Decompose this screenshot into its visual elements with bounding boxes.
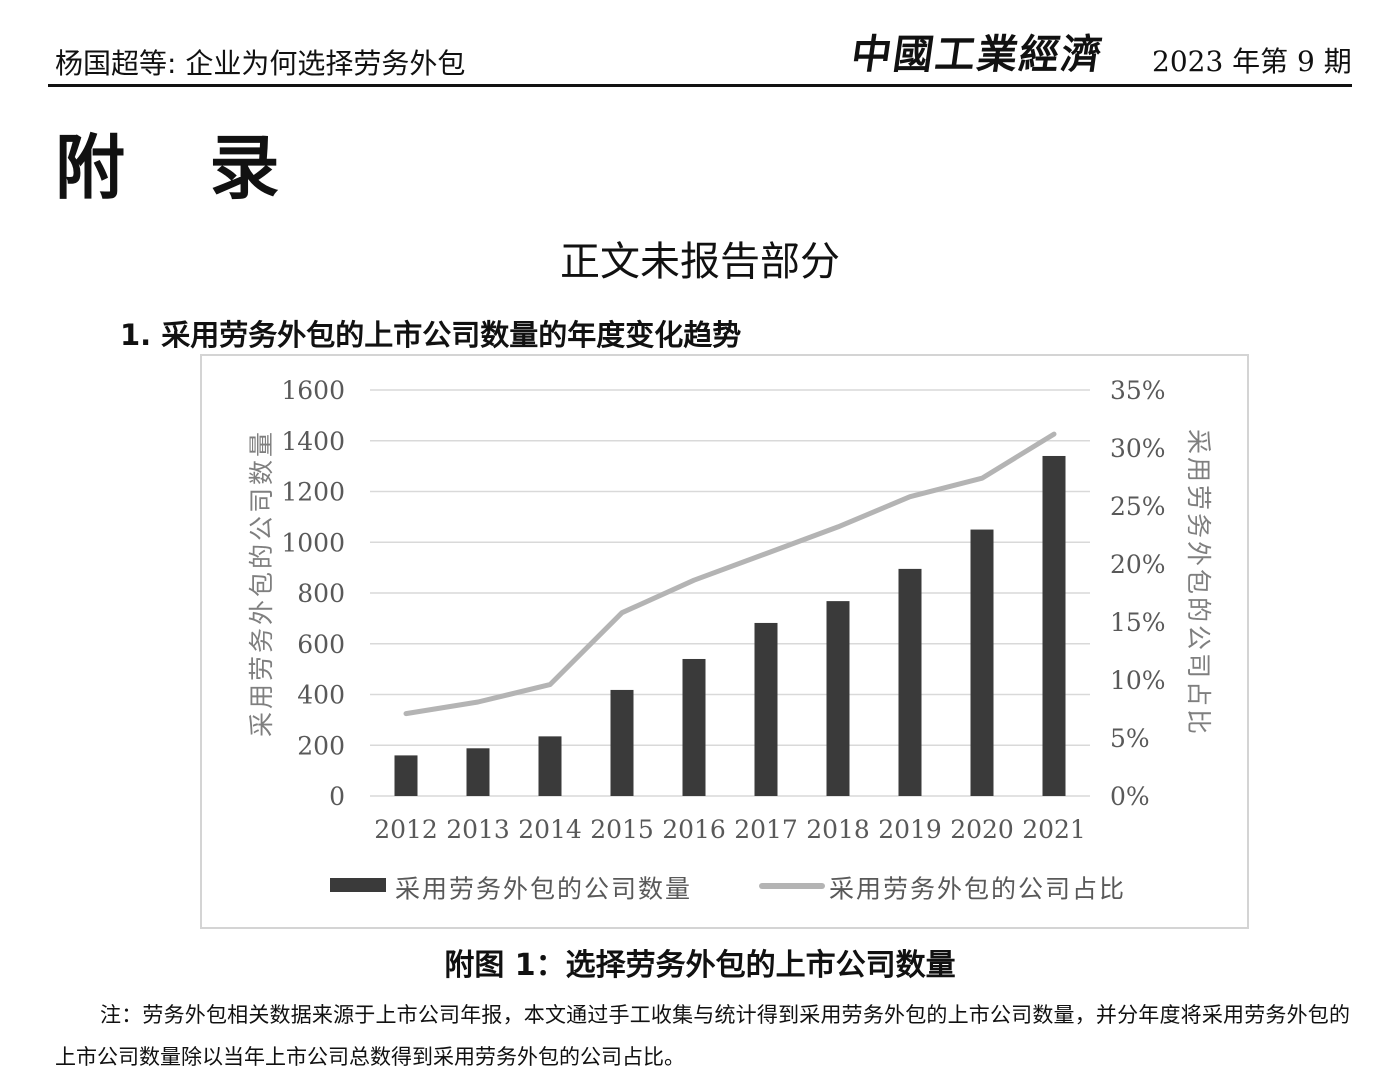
y-tick-label: 1400 — [281, 427, 345, 456]
y-tick-label: 1600 — [281, 376, 345, 405]
legend-label: 采用劳务外包的公司占比 — [829, 875, 1126, 904]
y-tick-label: 600 — [297, 630, 345, 659]
x-tick-label: 2013 — [446, 815, 510, 844]
bar — [610, 689, 634, 796]
figure-caption: 附图 1：选择劳务外包的上市公司数量 — [444, 948, 956, 983]
bar — [754, 622, 778, 796]
y2-tick-label: 20% — [1110, 550, 1166, 579]
figure-note: 注：劳务外包相关数据来源于上市公司年报，本文通过手工收集与统计得到采用劳务外包的… — [55, 1003, 1350, 1069]
x-tick-label: 2018 — [806, 815, 870, 844]
x-tick-label: 2014 — [518, 815, 582, 844]
legend-swatch-bar — [330, 878, 386, 892]
y-axis-title: 采用劳务外包的公司数量 — [247, 429, 276, 737]
y2-tick-label: 25% — [1110, 492, 1166, 521]
y2-tick-label: 30% — [1110, 434, 1166, 463]
y2-tick-label: 5% — [1110, 724, 1150, 753]
bar — [466, 748, 490, 796]
x-tick-label: 2017 — [734, 815, 798, 844]
y-tick-label: 200 — [297, 731, 345, 760]
y-tick-label: 400 — [297, 681, 345, 710]
x-tick-label: 2020 — [950, 815, 1014, 844]
x-tick-label: 2012 — [374, 815, 438, 844]
x-tick-label: 2021 — [1022, 815, 1086, 844]
bar — [1042, 455, 1066, 796]
chart: 0 200 400 600 800 1000 1200 1400 1600 0% 5% 10% 15% 2… — [247, 376, 1213, 904]
y-tick-label: 0 — [329, 782, 345, 811]
y2-axis-title: 采用劳务外包的公司占比 — [1184, 429, 1213, 737]
bar — [826, 601, 850, 796]
x-tick-label: 2019 — [878, 815, 942, 844]
journal-logo: 中國工業經濟 — [848, 32, 1107, 78]
appendix-title: 附 录 — [55, 127, 310, 209]
y2-tick-label: 35% — [1110, 376, 1166, 405]
header-rule — [48, 84, 1352, 87]
bar — [682, 658, 706, 796]
sub-heading: 1. 采用劳务外包的上市公司数量的年度变化趋势 — [120, 318, 742, 352]
y2-tick-label: 10% — [1110, 666, 1166, 695]
x-tick-label: 2015 — [590, 815, 654, 844]
bar — [898, 568, 922, 796]
y-tick-label: 1200 — [281, 478, 345, 507]
chart-frame: 0 200 400 600 800 1000 1200 1400 1600 0% 5% 10% 15% 2… — [200, 354, 1249, 929]
y2-tick-label: 15% — [1110, 608, 1166, 637]
bar — [970, 529, 994, 796]
x-tick-label: 2016 — [662, 815, 726, 844]
bar — [538, 736, 562, 796]
y-tick-label: 1000 — [281, 528, 345, 557]
section-title: 正文未报告部分 — [560, 239, 840, 285]
running-header: 杨国超等: 企业为何选择劳务外包 — [55, 47, 466, 80]
line-series — [403, 431, 1057, 717]
issue-label: 2023 年第 9 期 — [1152, 45, 1352, 78]
legend-label: 采用劳务外包的公司数量 — [395, 875, 692, 904]
y-tick-label: 800 — [297, 579, 345, 608]
bar — [394, 755, 418, 796]
y2-tick-label: 0% — [1110, 782, 1150, 811]
